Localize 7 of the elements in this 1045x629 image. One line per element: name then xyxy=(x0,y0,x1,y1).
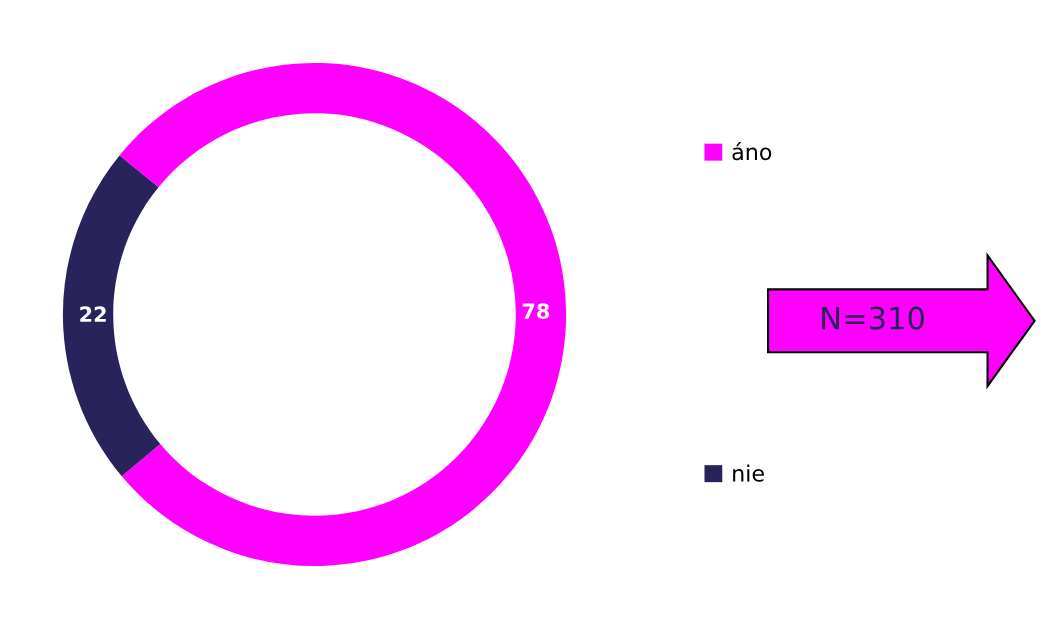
text: N=310 xyxy=(822,306,924,330)
donut-slice xyxy=(119,62,567,567)
legend-label: áno xyxy=(732,142,772,161)
donut-slice xyxy=(62,155,161,477)
data-label: 78 xyxy=(522,303,550,319)
data-label: 22 xyxy=(80,306,106,322)
legend-label: nie xyxy=(733,464,764,482)
